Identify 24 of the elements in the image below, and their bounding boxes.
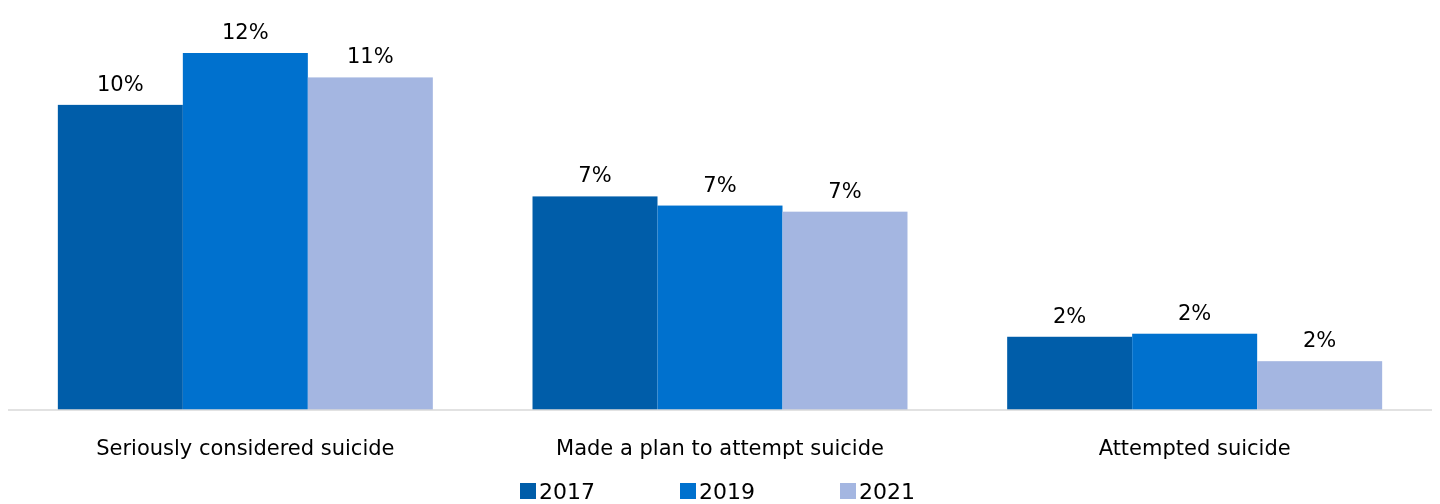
- bar: [1132, 333, 1258, 410]
- x-tick-label: Made a plan to attempt suicide: [556, 436, 884, 460]
- bar: [1007, 336, 1133, 410]
- bar: [307, 77, 433, 410]
- bar: [182, 53, 308, 410]
- bar: [57, 104, 183, 410]
- data-label: 2%: [1303, 328, 1337, 353]
- data-label: 10%: [96, 71, 144, 96]
- legend-label: 2017: [539, 479, 595, 504]
- legend-label: 2019: [699, 479, 755, 504]
- data-label: 7%: [828, 178, 862, 203]
- data-label: 11%: [346, 44, 394, 69]
- bar: [657, 205, 783, 410]
- bar: [532, 196, 658, 410]
- bar: [1257, 361, 1383, 410]
- data-label: 12%: [221, 20, 269, 44]
- data-label: 7%: [578, 163, 612, 188]
- legend-label: 2021: [859, 479, 915, 504]
- data-label: 2%: [1053, 303, 1087, 328]
- x-tick-label: Seriously considered suicide: [96, 436, 395, 460]
- data-label: 7%: [703, 172, 737, 197]
- data-label: 2%: [1178, 300, 1212, 325]
- x-tick-label: Attempted suicide: [1098, 436, 1291, 460]
- bar: [782, 211, 908, 410]
